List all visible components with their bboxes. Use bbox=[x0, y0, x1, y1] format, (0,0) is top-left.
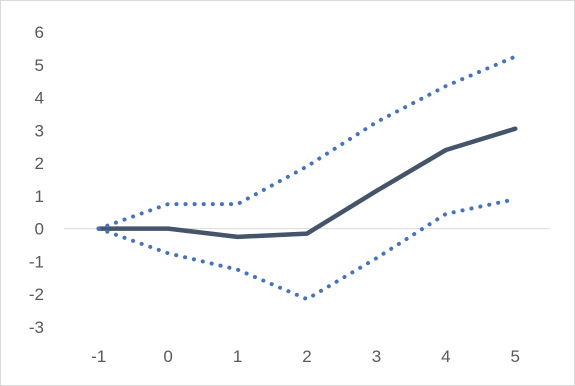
y-tick-label: 0 bbox=[35, 220, 44, 239]
y-tick-label: -2 bbox=[29, 285, 44, 304]
upper-bound-series-line bbox=[96, 54, 518, 231]
x-tick-label: -1 bbox=[91, 347, 106, 366]
y-tick-label: 3 bbox=[35, 121, 44, 140]
estimate-series-line bbox=[96, 126, 518, 240]
y-tick-label: -3 bbox=[29, 318, 44, 337]
y-tick-label: 4 bbox=[35, 89, 44, 108]
y-tick-label: 2 bbox=[35, 154, 44, 173]
y-tick-label: 1 bbox=[35, 187, 44, 206]
y-tick-label: -1 bbox=[29, 252, 44, 271]
x-tick-label: 3 bbox=[372, 347, 381, 366]
y-tick-label: 5 bbox=[35, 56, 44, 75]
lower-bound-series-line bbox=[96, 197, 518, 302]
x-tick-label: 0 bbox=[163, 347, 172, 366]
x-tick-label: 4 bbox=[441, 347, 450, 366]
y-tick-label: 6 bbox=[35, 23, 44, 42]
x-tick-label: 2 bbox=[302, 347, 311, 366]
x-tick-label: 5 bbox=[511, 347, 520, 366]
x-tick-label: 1 bbox=[233, 347, 242, 366]
